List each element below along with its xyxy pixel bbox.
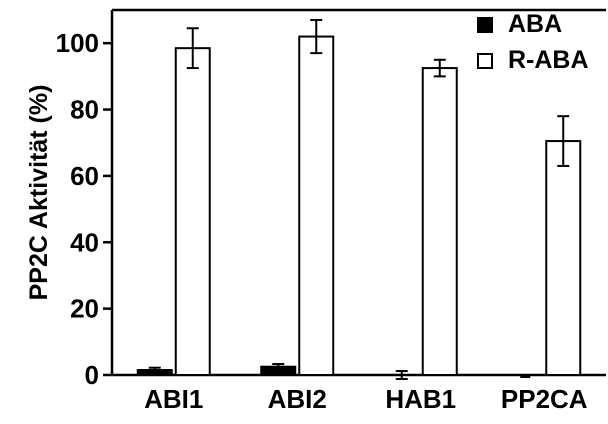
y-tick-label: 0 bbox=[85, 360, 99, 390]
y-tick-label: 40 bbox=[70, 227, 99, 257]
y-tick-label: 60 bbox=[70, 161, 99, 191]
x-tick-label: HAB1 bbox=[385, 384, 456, 414]
legend-swatch-aba bbox=[477, 17, 493, 33]
x-tick-label: ABI1 bbox=[144, 384, 203, 414]
x-tick-label: ABI2 bbox=[268, 384, 327, 414]
bar-r-aba-abi1 bbox=[174, 47, 211, 377]
y-axis-label: PP2C Aktivität (%) bbox=[25, 85, 53, 301]
x-tick-label: PP2CA bbox=[501, 384, 588, 414]
y-tick-label: 80 bbox=[70, 95, 99, 125]
legend-swatch-r-aba bbox=[477, 53, 493, 69]
bar-r-aba-pp2ca bbox=[545, 140, 582, 376]
legend-label: ABA bbox=[508, 10, 562, 38]
y-tick-label: 20 bbox=[70, 294, 99, 324]
legend-label: R-ABA bbox=[508, 46, 589, 74]
y-tick-label: 100 bbox=[56, 28, 99, 58]
bar-r-aba-abi2 bbox=[298, 35, 335, 377]
bar-r-aba-hab1 bbox=[421, 67, 458, 377]
